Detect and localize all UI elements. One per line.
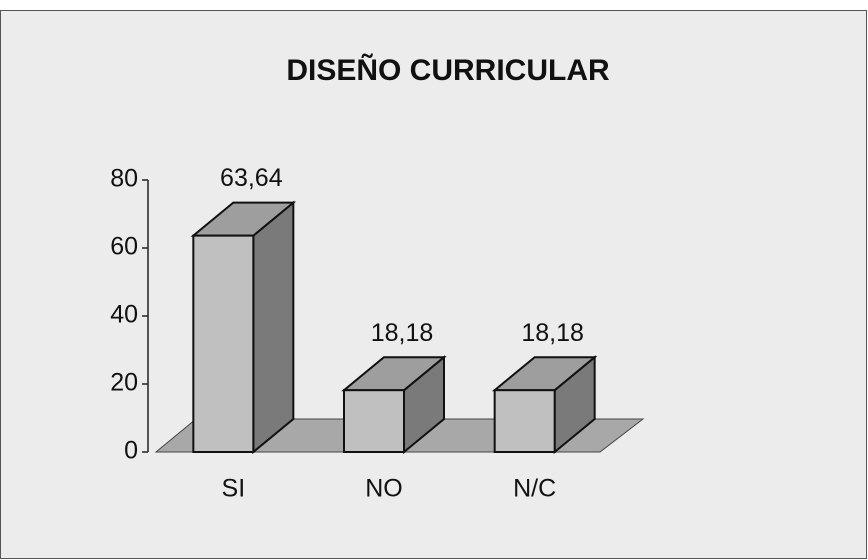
chart-background: [0, 10, 867, 559]
y-tick-label: 0: [124, 437, 138, 465]
value-label: 63,64: [220, 164, 283, 192]
x-tick-label: NO: [365, 475, 403, 503]
y-tick-label: 60: [110, 233, 138, 261]
x-tick-label: SI: [222, 475, 246, 503]
value-label: 18,18: [521, 319, 584, 347]
bar: [493, 389, 556, 453]
chart-title: DISEÑO CURRICULAR: [286, 53, 610, 87]
bar: [343, 389, 405, 453]
bar: [192, 234, 255, 453]
y-tick-label: 40: [110, 301, 138, 329]
bar-side: [252, 200, 295, 455]
value-label: 18,18: [371, 319, 434, 347]
y-tick-label: 80: [110, 165, 138, 193]
x-tick-label: N/C: [513, 475, 556, 503]
y-tick-label: 20: [110, 369, 138, 397]
